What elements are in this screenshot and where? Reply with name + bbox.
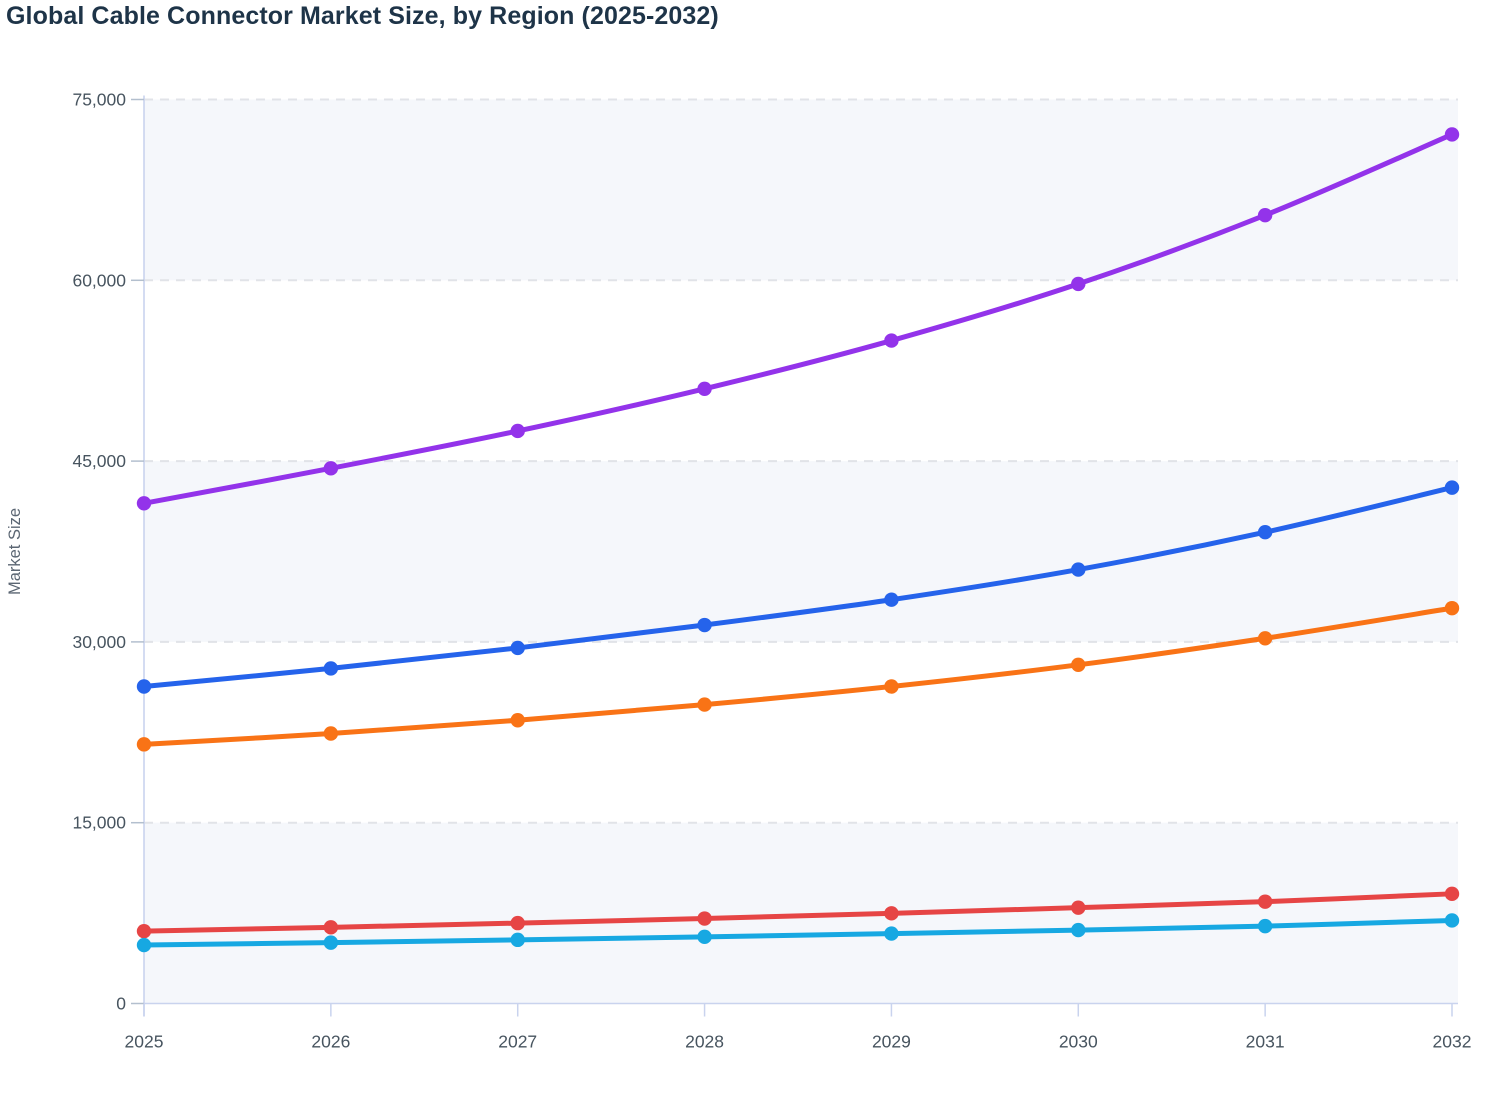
series-point-red [323, 920, 339, 935]
series-point-red [1071, 900, 1086, 915]
series-point-purple [884, 333, 899, 348]
series-point-blue [1444, 480, 1460, 495]
x-tick-label: 2027 [498, 1032, 537, 1052]
series-point-red [1257, 894, 1273, 909]
series-point-cyan [697, 929, 712, 945]
y-tick-label: 60,000 [72, 270, 126, 290]
x-tick-label: 2025 [125, 1032, 164, 1052]
plot-band [144, 99, 1458, 281]
series-point-purple [1071, 276, 1086, 292]
series-point-cyan [1257, 918, 1273, 934]
series-point-orange [323, 726, 339, 741]
series-line-purple [141, 131, 1455, 506]
series-point-blue [697, 617, 712, 633]
x-tick-label: 2032 [1433, 1032, 1472, 1052]
series-point-orange [1071, 657, 1086, 673]
y-axis-title: Market Size [6, 508, 24, 595]
series-point-purple [1257, 208, 1273, 223]
series-point-cyan [510, 932, 525, 948]
y-tick-label: 45,000 [72, 451, 126, 471]
y-tick-label: 0 [116, 994, 126, 1014]
series-point-purple [1444, 127, 1460, 142]
series-point-red [884, 906, 899, 921]
series-point-orange [1444, 600, 1460, 616]
series-point-purple [697, 381, 712, 396]
series-point-blue [323, 661, 339, 676]
x-tick-label: 2030 [1059, 1032, 1098, 1052]
series-point-blue [136, 679, 152, 694]
x-tick-label: 2029 [872, 1032, 911, 1052]
y-tick-label: 30,000 [72, 632, 126, 652]
y-tick-label: 75,000 [72, 90, 126, 110]
x-tick-label: 2031 [1246, 1032, 1285, 1052]
x-tick-label: 2026 [311, 1032, 350, 1052]
series-point-orange [510, 713, 525, 728]
series-point-cyan [136, 937, 152, 953]
plot-band [144, 822, 1458, 1004]
series-point-red [1444, 886, 1460, 902]
series-point-blue [1257, 525, 1273, 540]
y-tick-label: 15,000 [72, 813, 126, 833]
series-point-cyan [1444, 913, 1460, 928]
series-line-red [141, 891, 1455, 934]
series-point-red [136, 923, 152, 939]
series-point-orange [1257, 631, 1273, 646]
series-point-purple [136, 496, 152, 511]
series-line-cyan [141, 917, 1455, 948]
series-point-red [510, 915, 525, 931]
series-point-cyan [1071, 922, 1086, 938]
series-point-blue [1071, 562, 1086, 577]
series-point-red [697, 911, 712, 926]
series-point-purple [323, 461, 339, 476]
x-tick-label: 2028 [685, 1032, 724, 1052]
series-point-orange [136, 737, 152, 752]
series-point-blue [510, 640, 525, 656]
series-line-orange [141, 605, 1455, 747]
chart-title: Global Cable Connector Market Size, by R… [6, 2, 719, 30]
series-line-blue [141, 485, 1455, 689]
series-point-purple [510, 423, 525, 439]
series-point-cyan [323, 935, 339, 950]
series-point-cyan [884, 926, 899, 941]
series-point-orange [884, 679, 899, 694]
series-point-orange [697, 697, 712, 712]
series-point-blue [884, 592, 899, 607]
